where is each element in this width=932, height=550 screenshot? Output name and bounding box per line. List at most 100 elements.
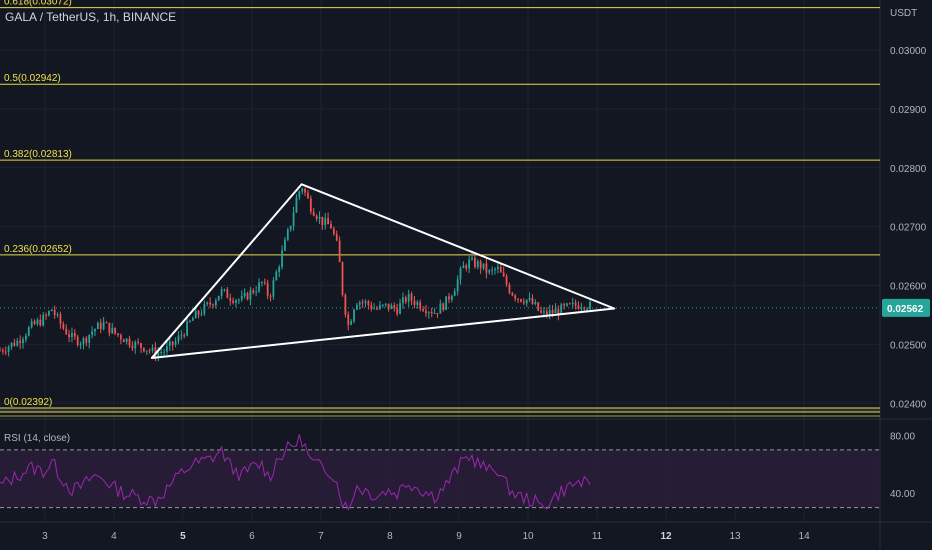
candle-body bbox=[62, 323, 65, 329]
candle-body bbox=[448, 296, 450, 300]
time-tick-label: 12 bbox=[660, 531, 672, 542]
candle-body bbox=[174, 341, 177, 345]
candle-body bbox=[384, 303, 387, 305]
candle-body bbox=[344, 294, 347, 315]
candle-body bbox=[520, 299, 522, 302]
candle-body bbox=[476, 261, 479, 268]
time-tick-label: 4 bbox=[111, 531, 117, 542]
price-axis[interactable]: USDT 0.03000 0.02900 0.02800 0.02700 0.02600 0… bbox=[882, 8, 930, 500]
time-axis[interactable]: 3 4 5 6 7 8 9 10 11 12 13 14 bbox=[42, 531, 810, 542]
candle-body bbox=[278, 266, 281, 272]
candle-body bbox=[387, 303, 390, 310]
candle-body bbox=[528, 297, 531, 300]
candle-body bbox=[566, 303, 568, 306]
candle-body bbox=[479, 261, 482, 269]
candle-body bbox=[102, 322, 105, 330]
candle-body bbox=[373, 308, 376, 310]
candle-body bbox=[157, 352, 160, 358]
candle-body bbox=[68, 334, 70, 338]
candle-body bbox=[168, 341, 171, 347]
candle-body bbox=[445, 296, 448, 310]
candle-body bbox=[91, 331, 93, 335]
candle-body bbox=[50, 309, 53, 312]
candle-body bbox=[0, 350, 1, 352]
candle-body bbox=[361, 302, 364, 304]
candle-body bbox=[19, 340, 22, 344]
candle-body bbox=[39, 319, 42, 326]
candle-body bbox=[263, 281, 266, 284]
candle-body bbox=[65, 328, 68, 335]
candle-body bbox=[191, 318, 194, 321]
candle-body bbox=[488, 270, 491, 273]
candle-body bbox=[301, 188, 304, 192]
candle-body bbox=[275, 271, 278, 281]
candle-body bbox=[393, 305, 396, 309]
candle-body bbox=[10, 342, 13, 347]
candle-body bbox=[399, 303, 401, 314]
candle-body bbox=[99, 322, 102, 330]
candle-body bbox=[243, 292, 246, 296]
candle-body bbox=[148, 350, 151, 352]
candle-body bbox=[27, 327, 30, 336]
fib-level-label: 0.382(0.02813) bbox=[4, 149, 72, 160]
candle-body bbox=[13, 342, 16, 346]
candle-body bbox=[163, 351, 165, 353]
candle-body bbox=[450, 295, 453, 300]
candle-body bbox=[318, 216, 321, 219]
candle-body bbox=[560, 304, 563, 315]
candle-body bbox=[321, 216, 324, 226]
candle-body bbox=[145, 350, 148, 352]
candle-body bbox=[53, 309, 56, 315]
candle-body bbox=[315, 215, 318, 219]
candle-body bbox=[381, 304, 384, 306]
candle-body bbox=[16, 340, 19, 346]
candle-body bbox=[353, 309, 355, 322]
candle-body bbox=[111, 327, 114, 334]
candle-body bbox=[108, 322, 111, 334]
candle-body bbox=[494, 268, 496, 270]
candle-body bbox=[347, 314, 350, 325]
rsi-band-fill bbox=[0, 449, 880, 508]
candle-body bbox=[186, 321, 188, 336]
candle-body bbox=[286, 229, 289, 240]
candle-body bbox=[304, 188, 306, 193]
candle-body bbox=[459, 268, 462, 280]
candle-body bbox=[436, 313, 439, 315]
price-tick-label: 0.02800 bbox=[890, 164, 927, 175]
candle-body bbox=[209, 302, 211, 305]
last-price-label: 0.02562 bbox=[887, 304, 924, 315]
candle-body bbox=[324, 217, 327, 226]
candle-body bbox=[309, 198, 312, 212]
candle-body bbox=[7, 346, 10, 352]
rsi-line bbox=[0, 434, 591, 511]
candle-body bbox=[416, 302, 419, 305]
candle-body bbox=[407, 293, 410, 302]
fibonacci-levels[interactable]: 0.618(0.03072) 0.5(0.02942) 0.382(0.02813)… bbox=[0, 0, 880, 417]
candle-body bbox=[255, 291, 258, 293]
candle-body bbox=[45, 314, 47, 316]
candle-body bbox=[505, 276, 508, 285]
candle-body bbox=[543, 311, 545, 313]
rsi-panel[interactable]: RSI (14, close) bbox=[0, 433, 880, 511]
candle-body bbox=[453, 291, 456, 296]
candle-body bbox=[557, 308, 560, 315]
candle-body bbox=[514, 295, 517, 299]
candle-body bbox=[583, 307, 586, 309]
candle-body bbox=[370, 305, 373, 309]
candle-body bbox=[586, 308, 589, 310]
price-tick-label: 0.02900 bbox=[890, 105, 927, 116]
price-tick-label: 0.02400 bbox=[890, 399, 927, 410]
candle-body bbox=[456, 279, 459, 292]
candle-body bbox=[298, 191, 301, 198]
candle-body bbox=[36, 319, 39, 325]
candle-body bbox=[180, 335, 183, 337]
candle-body bbox=[226, 289, 229, 299]
triangle-drawing[interactable] bbox=[150, 183, 616, 359]
triangle-pattern[interactable] bbox=[150, 183, 616, 359]
candle-body bbox=[249, 290, 252, 300]
candle-body bbox=[223, 289, 226, 291]
candle-body bbox=[364, 301, 367, 303]
time-tick-label: 14 bbox=[799, 531, 811, 542]
candle-body bbox=[419, 302, 422, 310]
